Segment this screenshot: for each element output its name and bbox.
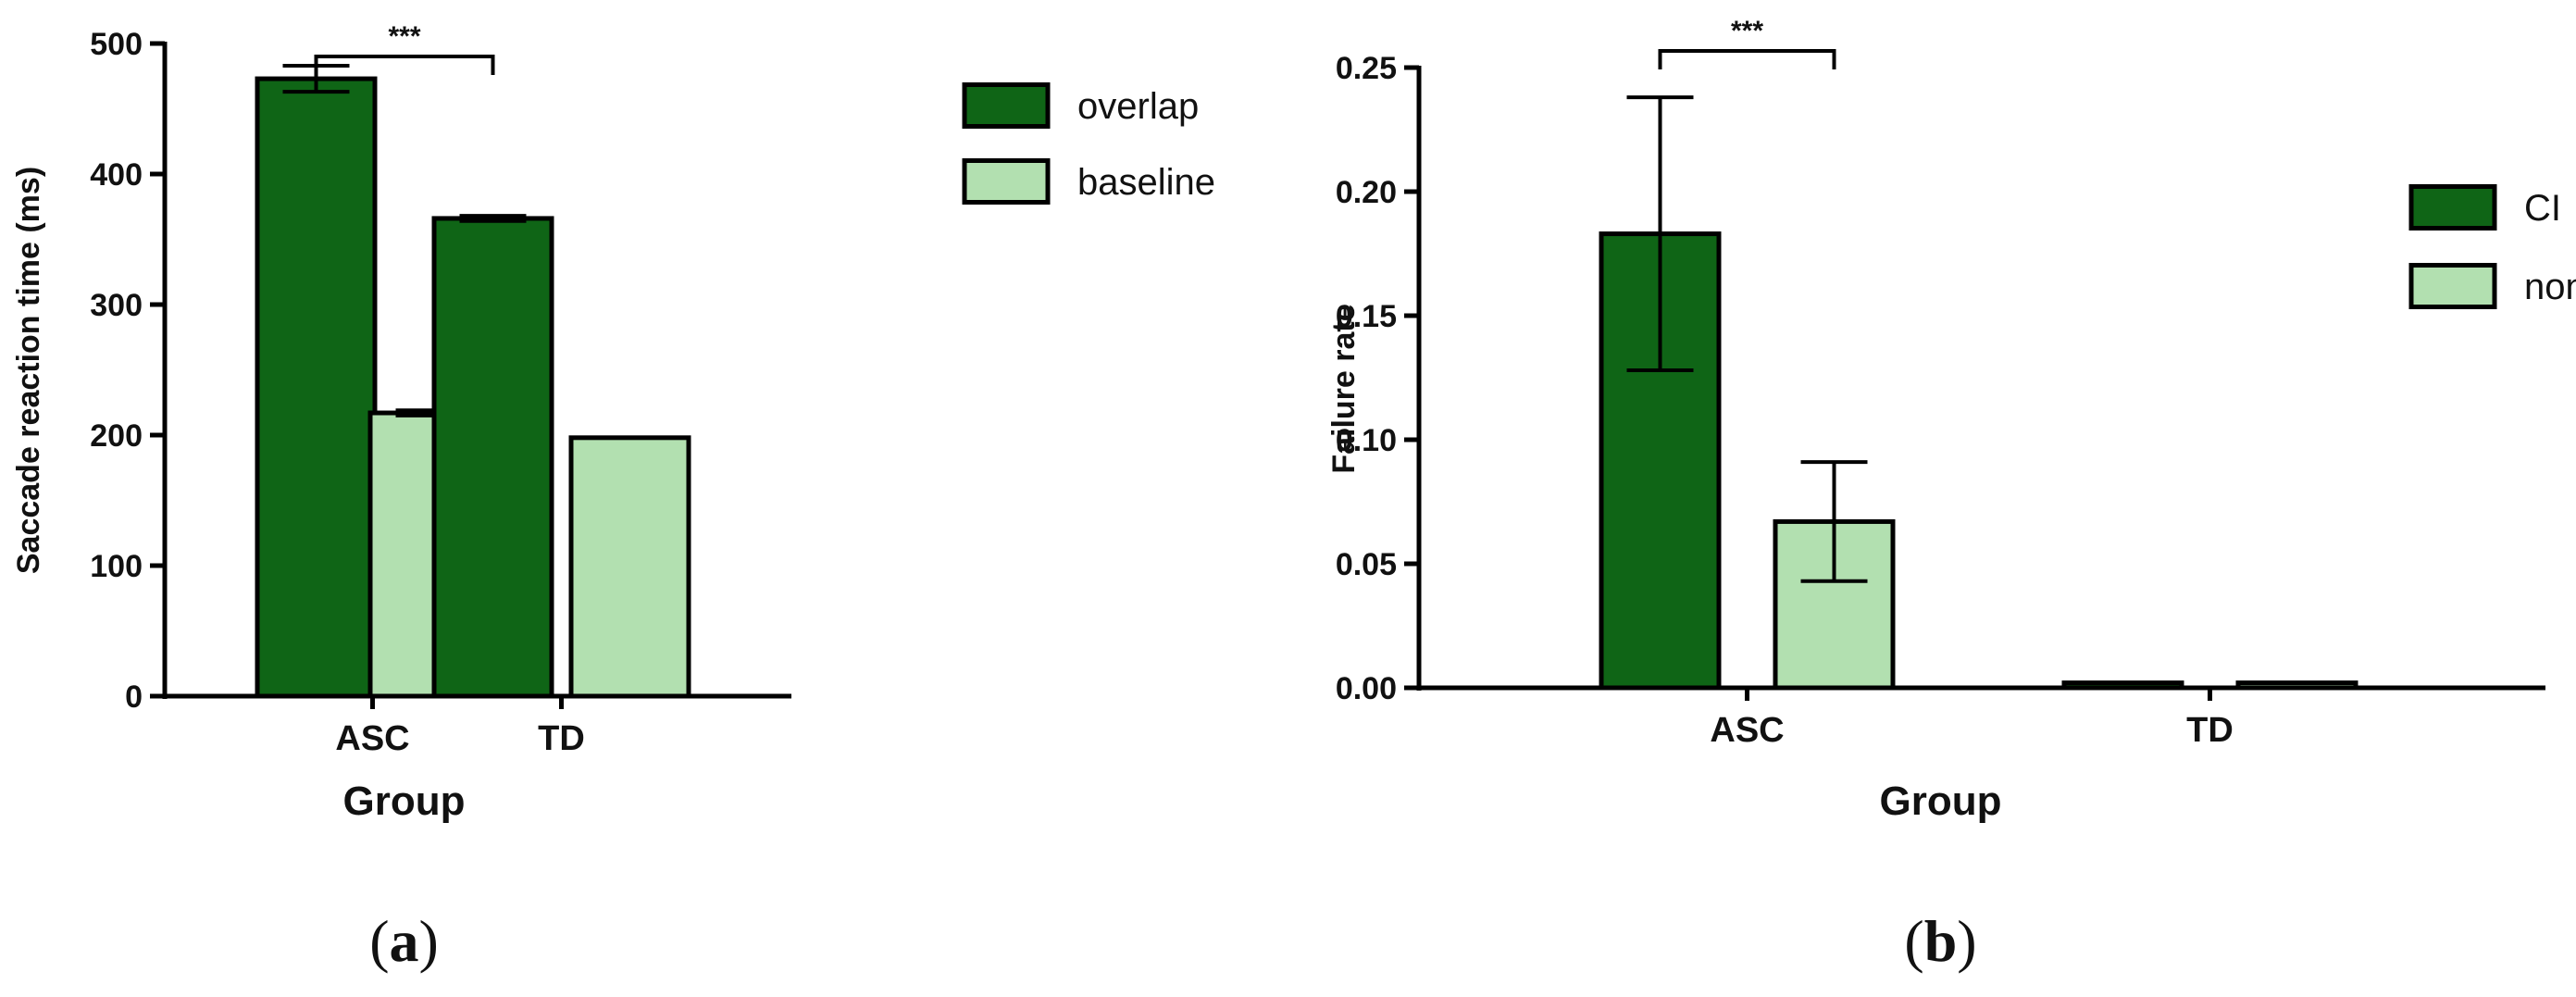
legend-swatch <box>962 82 1051 129</box>
x-tick-label: TD <box>2186 711 2234 750</box>
x-tick-label: ASC <box>335 719 409 758</box>
bar <box>431 216 554 699</box>
bar <box>568 435 691 699</box>
x-axis-title: Group <box>1880 779 2002 824</box>
y-tick-label: 400 <box>90 157 143 193</box>
y-tick-label: 0.05 <box>1336 547 1397 582</box>
x-tick-label: TD <box>538 719 585 758</box>
y-tick-label: 0 <box>125 679 143 715</box>
chart-panel-a: 0 100 200 300 400 500 ASC TD *** Group Saccade rea… <box>11 21 1215 974</box>
legend-swatch <box>962 158 1051 205</box>
y-tick-label: 500 <box>90 27 143 62</box>
legend-label: overlap <box>1077 86 1199 127</box>
y-axis-title: Failure rate <box>1326 304 1362 473</box>
significance-bracket <box>314 55 495 75</box>
x-tick-label: ASC <box>1710 711 1784 750</box>
y-axis-title: Saccade reaction time (ms) <box>11 167 46 574</box>
bar <box>2235 680 2358 691</box>
y-tick-label: 0.20 <box>1336 175 1397 210</box>
x-axis-title: Group <box>343 779 466 824</box>
legend-swatch <box>2408 184 2497 231</box>
panel-label: (a) <box>369 908 439 974</box>
legend-label: baseline <box>1077 162 1215 203</box>
y-tick-label: 100 <box>90 549 143 584</box>
y-tick-label: 0.15 <box>1336 299 1397 334</box>
y-tick-label: 300 <box>90 288 143 323</box>
y-tick-label: 0.25 <box>1336 51 1397 86</box>
legend-swatch <box>2408 263 2497 309</box>
chart-panel-b: 0.00 0.05 0.10 0.15 0.20 0.25 ASC TD *** Group Fai… <box>1326 16 2576 974</box>
y-tick-label: 0.00 <box>1336 671 1397 706</box>
bar <box>2061 680 2184 691</box>
significance-label: *** <box>388 21 420 52</box>
panel-label: (b) <box>1904 908 1976 974</box>
y-tick-label: 200 <box>90 418 143 454</box>
bar <box>255 76 378 699</box>
significance-label: *** <box>1731 16 1763 46</box>
legend-label: non-CI <box>2524 267 2576 307</box>
significance-bracket <box>1658 49 1836 69</box>
y-tick-label: 0.10 <box>1336 423 1397 458</box>
legend-label: CI <box>2524 188 2561 229</box>
